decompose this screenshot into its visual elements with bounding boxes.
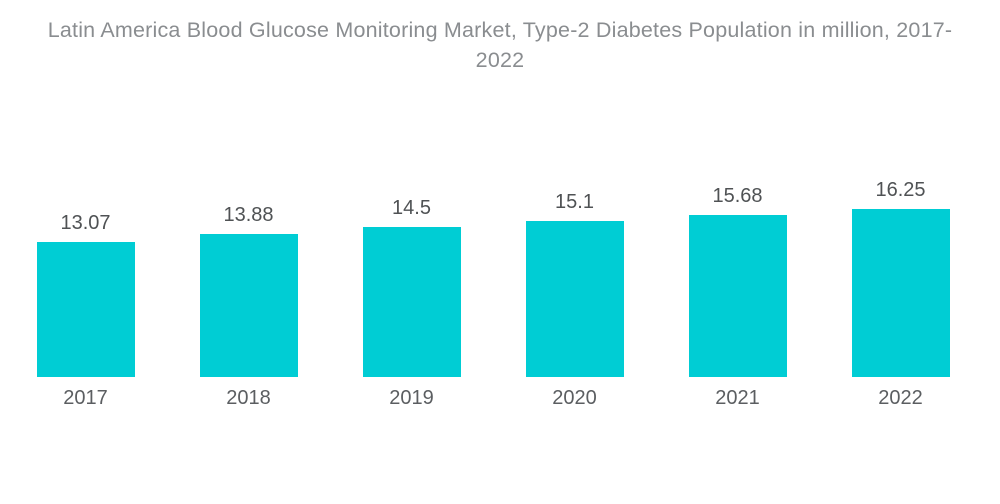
- bar-group-2018: 13.88 2018: [167, 100, 330, 504]
- x-axis-label-2021: 2021: [715, 387, 760, 409]
- x-axis-label-2020: 2020: [552, 387, 597, 409]
- bar-value-label: 13.07: [60, 212, 111, 234]
- bar-2022: [851, 209, 950, 377]
- bar-group-2022: 16.25 2022: [819, 100, 982, 504]
- bar-2020: [525, 221, 624, 377]
- chart-title: Latin America Blood Glucose Monitoring M…: [47, 18, 953, 72]
- bar-value-label: 15.68: [712, 185, 763, 207]
- bar-group-2021: 15.68 2021: [656, 100, 819, 504]
- bar-group-2019: 14.5 2019: [330, 100, 493, 504]
- bar-group-2020: 15.1 2020: [493, 100, 656, 504]
- bar-2019: [362, 227, 461, 377]
- bar-chart: 13.07 2017 13.88 2018 14.5 2019 15.1 2020 15.68 2…: [4, 100, 982, 504]
- bar-value-label: 15.1: [555, 191, 594, 213]
- x-axis-label-2022: 2022: [878, 387, 923, 409]
- bar-2017: [36, 242, 135, 377]
- x-axis-label-2017: 2017: [63, 387, 108, 409]
- x-axis-label-2019: 2019: [389, 387, 434, 409]
- bar-value-label: 13.88: [223, 204, 274, 226]
- bar-2018: [199, 234, 298, 377]
- bar-2021: [688, 215, 787, 377]
- x-axis-label-2018: 2018: [226, 387, 271, 409]
- bar-value-label: 14.5: [392, 197, 431, 219]
- bar-group-2017: 13.07 2017: [4, 100, 167, 504]
- bar-value-label: 16.25: [875, 179, 926, 201]
